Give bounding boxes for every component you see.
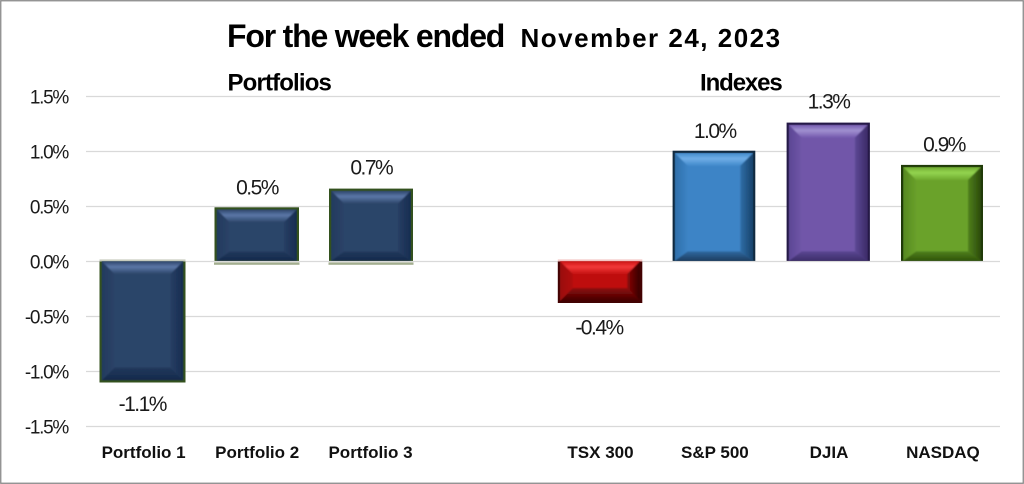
svg-text:Portfolios: Portfolios <box>228 70 332 97</box>
svg-text:S&P 500: S&P 500 <box>681 443 749 462</box>
svg-text:0.7%: 0.7% <box>350 157 393 180</box>
svg-text:DJIA: DJIA <box>810 443 849 462</box>
svg-text:Portfolio 1: Portfolio 1 <box>102 443 186 462</box>
svg-text:1.0%: 1.0% <box>30 142 70 163</box>
svg-text:1.3%: 1.3% <box>808 90 851 113</box>
svg-text:1.5%: 1.5% <box>30 87 70 108</box>
svg-text:TSX 300: TSX 300 <box>567 443 633 462</box>
svg-text:-0.4%: -0.4% <box>575 316 623 339</box>
svg-text:Indexes: Indexes <box>700 70 782 97</box>
svg-text:1.0%: 1.0% <box>694 120 737 143</box>
svg-text:0.0%: 0.0% <box>30 252 70 273</box>
svg-text:Portfolio 2: Portfolio 2 <box>215 443 299 462</box>
svg-text:-1.1%: -1.1% <box>119 393 167 416</box>
svg-text:0.9%: 0.9% <box>923 134 966 157</box>
svg-text:0.5%: 0.5% <box>30 197 70 218</box>
svg-text:-1.5%: -1.5% <box>25 417 70 438</box>
svg-text:-1.0%: -1.0% <box>25 362 70 383</box>
svg-text:0.5%: 0.5% <box>236 177 279 200</box>
svg-text:For the week ended: For the week ended <box>227 18 504 54</box>
svg-text:NASDAQ: NASDAQ <box>906 443 980 462</box>
svg-text:Portfolio 3: Portfolio 3 <box>328 443 412 462</box>
svg-text:-0.5%: -0.5% <box>25 307 70 328</box>
svg-text:November 24, 2023: November 24, 2023 <box>521 23 782 53</box>
